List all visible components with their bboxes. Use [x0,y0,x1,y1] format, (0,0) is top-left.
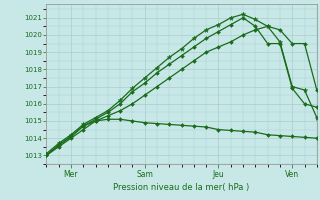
X-axis label: Pression niveau de la mer( hPa ): Pression niveau de la mer( hPa ) [114,183,250,192]
